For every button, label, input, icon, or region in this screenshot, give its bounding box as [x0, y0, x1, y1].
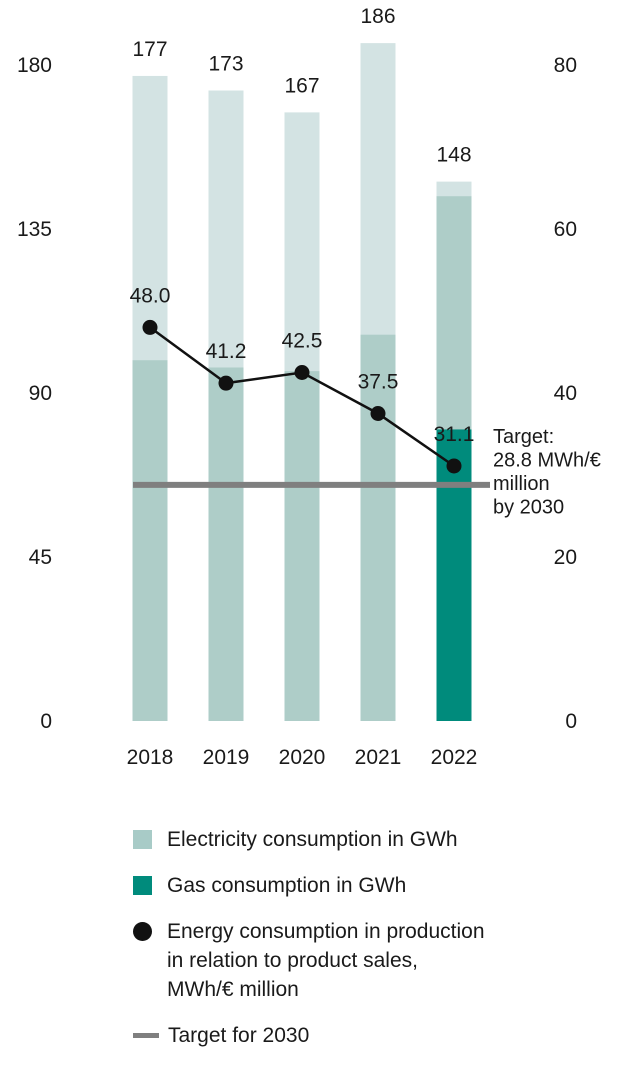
y-right-tick-80: 80 [554, 54, 577, 77]
intensity-point-2021 [370, 406, 386, 421]
intensity-label-2020: 42.5 [282, 330, 323, 353]
x-tick-2022: 2022 [431, 746, 478, 769]
intensity-point-2019 [218, 375, 234, 391]
bar-gas-2022 [436, 429, 472, 721]
total-label-2019: 173 [208, 53, 243, 76]
legend-target-swatch [133, 1033, 159, 1038]
legend-electricity-label: Electricity consumption in GWh [167, 828, 458, 851]
total-label-2018: 177 [132, 38, 167, 61]
bar-electricity-2019 [208, 367, 244, 721]
y-right-tick-20: 20 [554, 546, 577, 569]
total-label-2022: 148 [436, 144, 471, 167]
legend-intensity-dot [133, 922, 152, 941]
total-label-2020: 167 [284, 74, 319, 97]
bar-electricity-2018 [132, 360, 168, 721]
y-left-tick-90: 90 [29, 382, 52, 405]
legend-electricity: Electricity consumption in GWh [133, 825, 613, 854]
legend-intensity: Energy consumption in production in rela… [133, 917, 613, 1004]
target-label-line-2: 28.8 MWh/€ [493, 450, 601, 472]
x-tick-2019: 2019 [203, 746, 250, 769]
intensity-point-2020 [294, 365, 310, 380]
intensity-point-2022 [446, 458, 462, 474]
x-tick-2021: 2021 [355, 746, 402, 769]
y-left-tick-45: 45 [29, 546, 52, 569]
intensity-label-2019: 41.2 [206, 340, 247, 363]
y-left-tick-180: 180 [17, 54, 52, 77]
intensity-label-2018: 48.0 [130, 284, 171, 307]
legend-electricity-swatch [133, 830, 152, 849]
total-label-2021: 186 [360, 5, 395, 28]
energy-chart: 0 45 90 135 180 0 20 40 60 80 177 2018 173 2019 167 202… [17, 5, 601, 769]
y-right-tick-0: 0 [565, 710, 577, 733]
legend-target: Target for 2030 [133, 1021, 613, 1050]
bar-electricity-2021 [360, 334, 396, 721]
bar-electricity-2020 [284, 371, 320, 721]
y-right-tick-40: 40 [554, 382, 577, 405]
intensity-label-2021: 37.5 [358, 371, 399, 394]
x-tick-2020: 2020 [279, 746, 326, 769]
legend-gas: Gas consumption in GWh [133, 871, 613, 900]
legend-gas-label: Gas consumption in GWh [167, 874, 407, 897]
intensity-label-2022: 31.1 [434, 423, 475, 446]
y-left-tick-0: 0 [40, 710, 52, 733]
target-label-line-4: by 2030 [493, 497, 564, 519]
y-left-tick-135: 135 [17, 218, 52, 241]
legend-intensity-label: Energy consumption in production in rela… [167, 920, 485, 1001]
target-label-line-3: million [493, 473, 550, 495]
chart-legend: Electricity consumption in GWh Gas consu… [133, 825, 613, 1067]
intensity-point-2018 [142, 319, 158, 335]
legend-gas-swatch [133, 876, 152, 895]
target-label-line-1: Target: [493, 426, 554, 448]
x-tick-2018: 2018 [127, 746, 174, 769]
y-right-tick-60: 60 [554, 218, 577, 241]
legend-target-label: Target for 2030 [168, 1024, 310, 1047]
